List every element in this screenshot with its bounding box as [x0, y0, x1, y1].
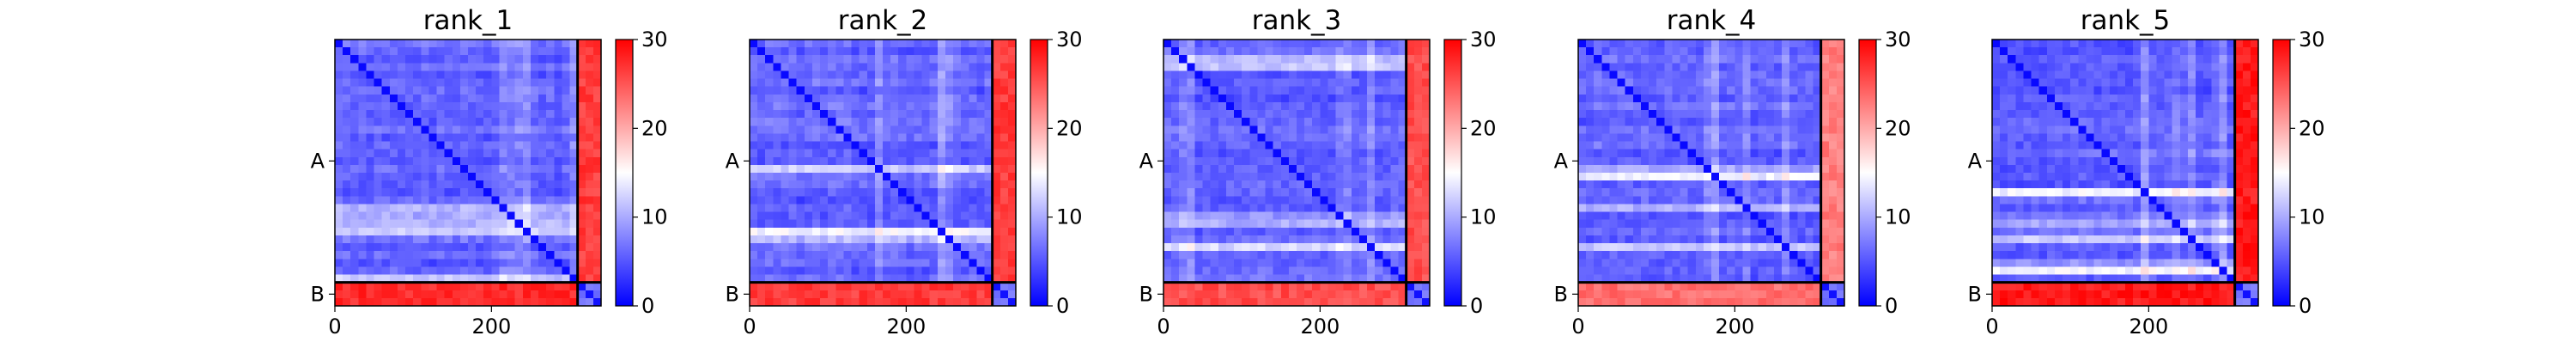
panel-title: rank_4: [1667, 5, 1757, 36]
colorbar-tick-label: 0: [1885, 294, 1898, 318]
colorbar: [1443, 39, 1462, 307]
y-tick-label: A: [726, 149, 740, 173]
panel-title: rank_1: [423, 5, 513, 36]
y-tick-label: B: [1554, 282, 1568, 306]
y-tick-label: A: [1139, 149, 1154, 173]
x-tick-label: 0: [328, 314, 341, 339]
colorbar-tick-label: 10: [1056, 205, 1083, 229]
colorbar-tick-label: 10: [2299, 205, 2325, 229]
y-tick-label: B: [1139, 282, 1153, 306]
colorbar: [615, 39, 634, 307]
colorbar-tick-label: 20: [2299, 116, 2325, 140]
colorbar-tick-label: 0: [2299, 294, 2312, 318]
colorbar-tick-label: 0: [1056, 294, 1069, 318]
y-tick-label: A: [1968, 149, 1983, 173]
colorbar-tick-label: 20: [1885, 116, 1911, 140]
x-tick-label: 200: [1715, 314, 1754, 339]
colorbar-tick-label: 10: [1885, 205, 1911, 229]
colorbar: [2272, 39, 2291, 307]
colorbar-tick-label: 0: [641, 294, 654, 318]
x-tick-label: 0: [1571, 314, 1584, 339]
y-tick-label: A: [1554, 149, 1569, 173]
pae-heatmap-rank_3: [1163, 40, 1430, 306]
y-tick-label: A: [311, 149, 325, 173]
panel-title: rank_2: [838, 5, 928, 36]
axes-frame: [1991, 39, 2259, 307]
axes-frame: [1163, 39, 1431, 307]
x-tick-label: 200: [886, 314, 926, 339]
x-tick-label: 200: [471, 314, 511, 339]
axes-frame: [1577, 39, 1845, 307]
x-tick-label: 200: [2129, 314, 2168, 339]
colorbar: [1858, 39, 1877, 307]
y-tick-label: B: [1968, 282, 1982, 306]
x-tick-label: 0: [1985, 314, 1998, 339]
colorbar-tick-label: 0: [1470, 294, 1483, 318]
panel-title: rank_5: [2081, 5, 2171, 36]
colorbar-tick-label: 30: [1056, 27, 1083, 52]
pae-heatmap-rank_5: [1992, 40, 2258, 306]
axes-frame: [749, 39, 1017, 307]
colorbar-tick-label: 30: [2299, 27, 2325, 52]
colorbar: [1030, 39, 1048, 307]
pae-heatmap-rank_1: [335, 40, 601, 306]
colorbar-tick-label: 10: [641, 205, 668, 229]
colorbar-tick-label: 20: [1056, 116, 1083, 140]
x-tick-label: 200: [1300, 314, 1340, 339]
colorbar-tick-label: 10: [1470, 205, 1497, 229]
axes-frame: [334, 39, 602, 307]
colorbar-tick-label: 30: [1470, 27, 1497, 52]
x-tick-label: 0: [1157, 314, 1170, 339]
colorbar-tick-label: 30: [1885, 27, 1911, 52]
panel-title: rank_3: [1252, 5, 1342, 36]
y-tick-label: B: [311, 282, 325, 306]
colorbar-tick-label: 20: [641, 116, 668, 140]
colorbar-tick-label: 30: [641, 27, 668, 52]
x-tick-label: 0: [743, 314, 756, 339]
pae-heatmap-rank_2: [750, 40, 1016, 306]
y-tick-label: B: [726, 282, 739, 306]
colorbar-tick-label: 20: [1470, 116, 1497, 140]
pae-heatmap-rank_4: [1578, 40, 1844, 306]
